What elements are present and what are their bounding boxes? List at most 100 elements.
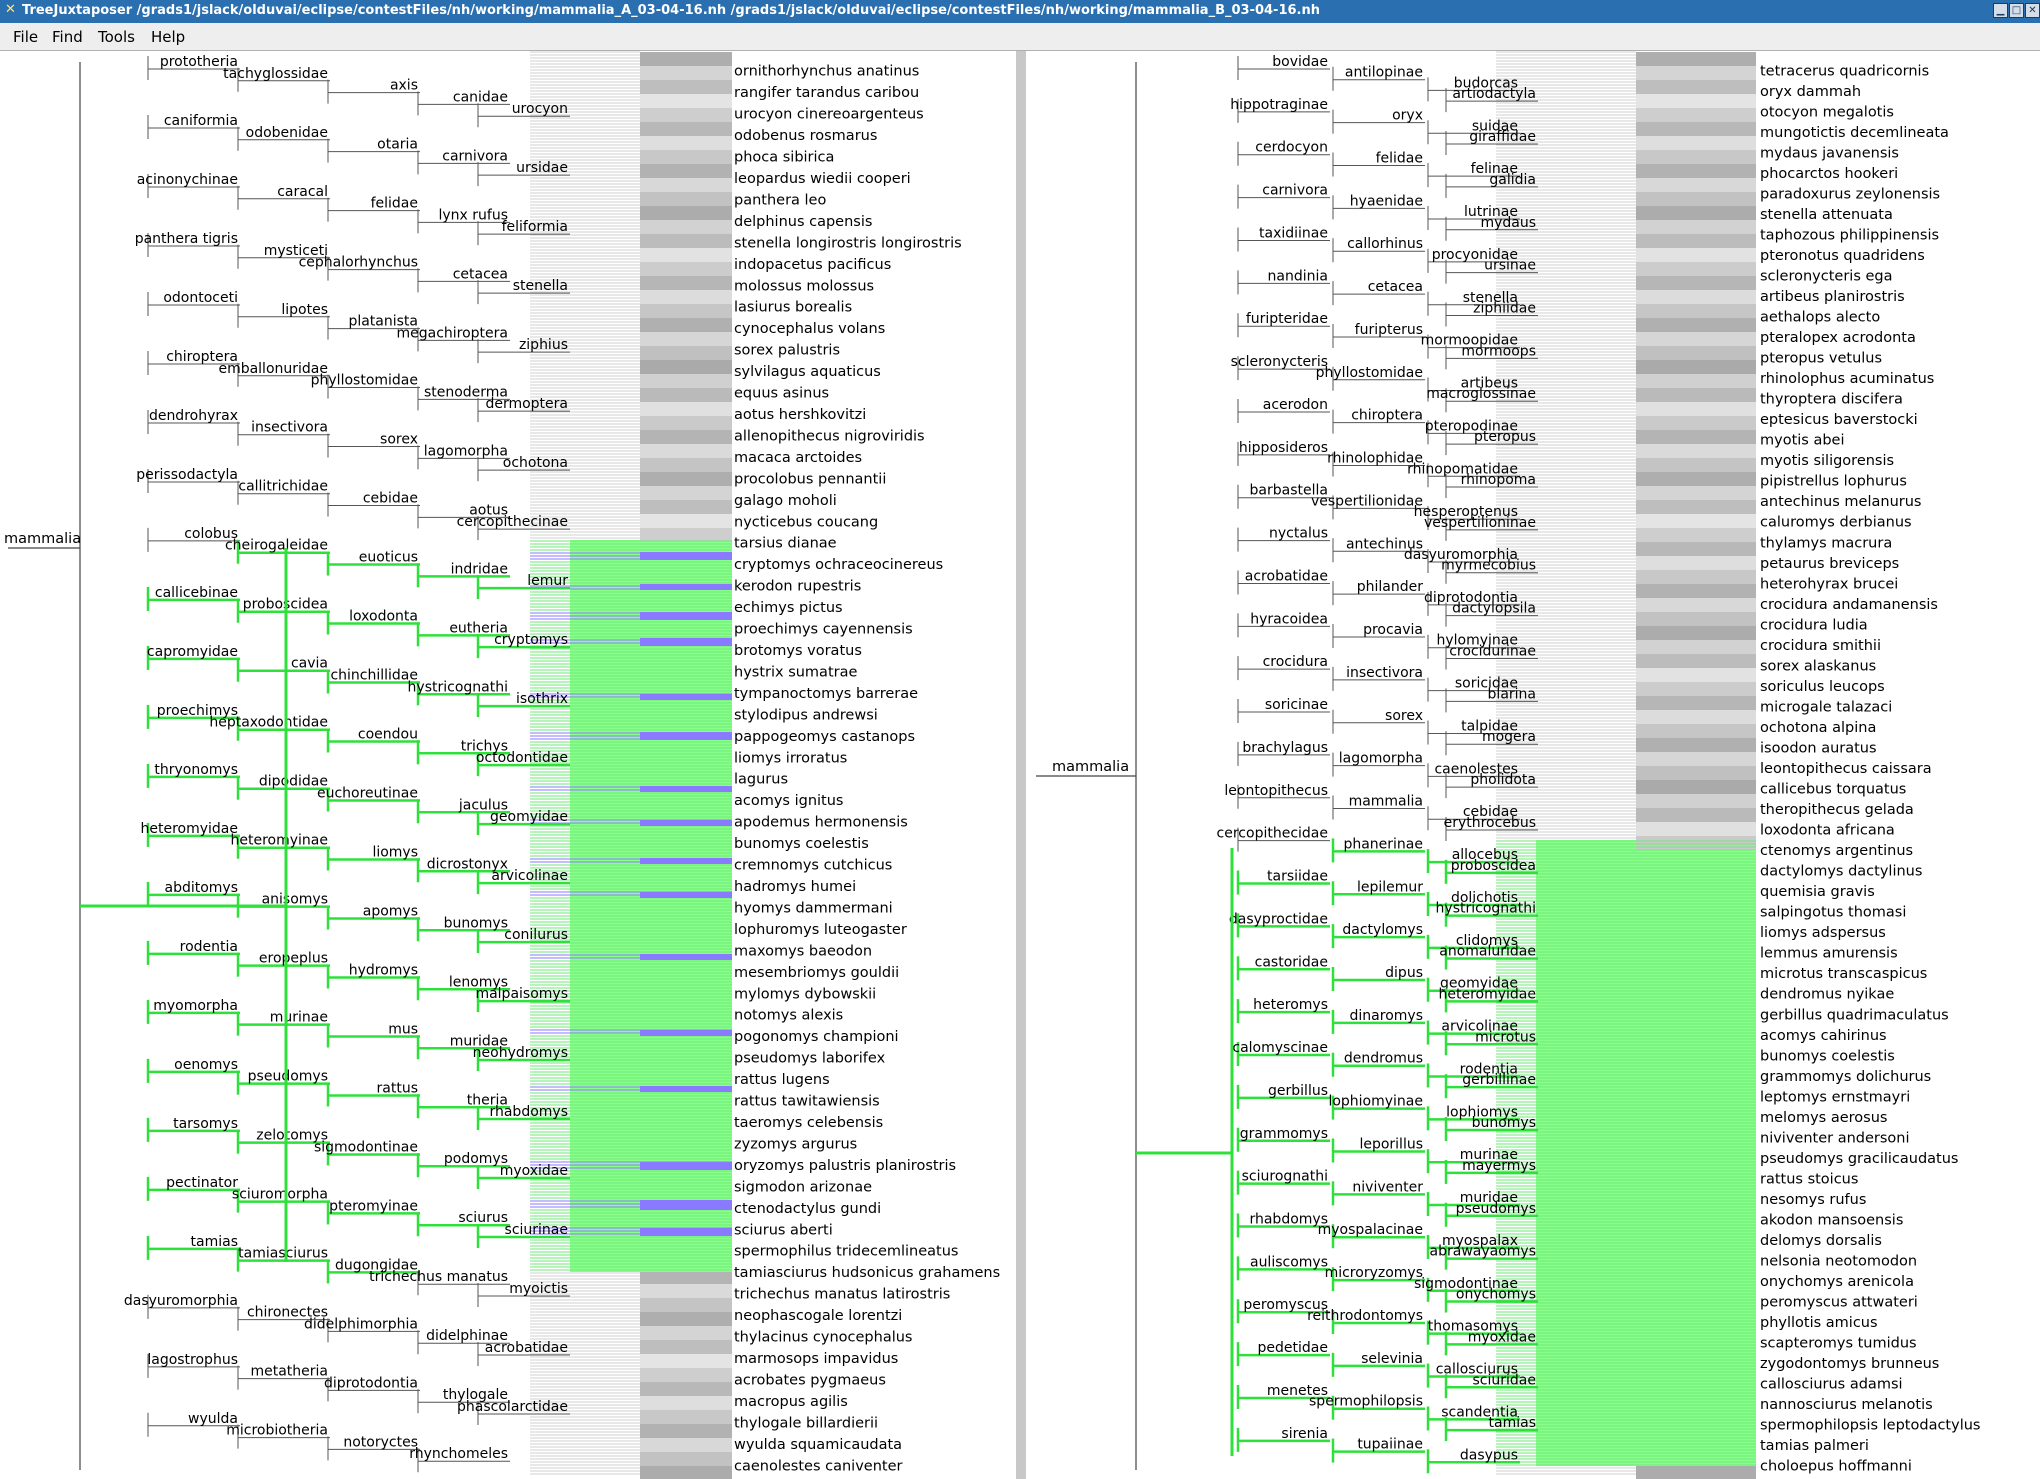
right-node-callorhinus[interactable]: callorhinus — [1347, 236, 1423, 252]
left-node-thryonomys[interactable]: thryonomys — [154, 762, 238, 778]
right-leaf-callosciurus-adamsi[interactable]: callosciurus adamsi — [1760, 1377, 1903, 1393]
right-node-nyctalus[interactable]: nyctalus — [1269, 526, 1328, 542]
right-leaf-scapteromys-tumidus[interactable]: scapteromys tumidus — [1760, 1336, 1917, 1352]
left-node-ursidae[interactable]: ursidae — [516, 160, 568, 176]
right-node-lagomorpha[interactable]: lagomorpha — [1339, 751, 1423, 767]
right-node-felidae[interactable]: felidae — [1376, 150, 1423, 166]
right-node-mayermys[interactable]: mayermys — [1462, 1158, 1536, 1174]
right-leaf-rattus-stoicus[interactable]: rattus stoicus — [1760, 1171, 1858, 1187]
right-node-callosciurus[interactable]: callosciurus — [1436, 1362, 1518, 1378]
left-leaf-sigmodon-arizonae[interactable]: sigmodon arizonae — [734, 1179, 872, 1195]
right-leaf-choloepus-hoffmanni[interactable]: choloepus hoffmanni — [1760, 1459, 1912, 1475]
left-leaf-stenella-longirostris-longirostris[interactable]: stenella longirostris longirostris — [734, 235, 962, 251]
left-leaf-zyzomys-argurus[interactable]: zyzomys argurus — [734, 1136, 857, 1152]
left-node-panthera-tigris[interactable]: panthera tigris — [135, 231, 238, 247]
left-leaf-bunomys-coelestis[interactable]: bunomys coelestis — [734, 836, 869, 852]
left-node-otaria[interactable]: otaria — [377, 137, 418, 153]
left-node-thylogale[interactable]: thylogale — [443, 1387, 508, 1403]
left-node-euchoreutinae[interactable]: euchoreutinae — [317, 785, 418, 801]
right-node-scleronycteris[interactable]: scleronycteris — [1231, 354, 1328, 370]
left-leaf-molossus-molossus[interactable]: molossus molossus — [734, 278, 874, 294]
right-leaf-peromyscus-attwateri[interactable]: peromyscus attwateri — [1760, 1295, 1918, 1311]
left-leaf-macaca-arctoides[interactable]: macaca arctoides — [734, 450, 862, 466]
left-leaf-indopacetus-pacificus[interactable]: indopacetus pacificus — [734, 257, 891, 273]
right-leaf-phocarctos-hookeri[interactable]: phocarctos hookeri — [1760, 166, 1898, 182]
right-node-abrawayaomys[interactable]: abrawayaomys — [1430, 1244, 1536, 1260]
left-node-apomys[interactable]: apomys — [363, 903, 418, 919]
left-leaf-hadromys-humei[interactable]: hadromys humei — [734, 879, 856, 895]
left-node-muridae[interactable]: muridae — [450, 1033, 508, 1049]
menu-find[interactable]: Find — [52, 28, 83, 46]
right-leaf-theropithecus-gelada[interactable]: theropithecus gelada — [1760, 802, 1914, 818]
left-node-proechimys[interactable]: proechimys — [157, 703, 238, 719]
right-node-barbastella[interactable]: barbastella — [1250, 483, 1328, 499]
left-node-canidae[interactable]: canidae — [453, 89, 508, 105]
right-node-myospalax[interactable]: myospalax — [1442, 1233, 1518, 1249]
right-leaf-pteropus-vetulus[interactable]: pteropus vetulus — [1760, 351, 1882, 367]
left-node-trichechus-manatus[interactable]: trichechus manatus — [369, 1269, 508, 1285]
left-leaf-taeromys-celebensis[interactable]: taeromys celebensis — [734, 1115, 883, 1131]
left-leaf-spermophilus-tridecemlineatus[interactable]: spermophilus tridecemlineatus — [734, 1244, 959, 1260]
right-node-hippotraginae[interactable]: hippotraginae — [1230, 97, 1328, 113]
left-leaf-phoca-sibirica[interactable]: phoca sibirica — [734, 150, 834, 166]
right-node-mogera[interactable]: mogera — [1482, 729, 1536, 745]
right-leaf-liomys-adspersus[interactable]: liomys adspersus — [1760, 925, 1886, 941]
right-leaf-spermophilopsis-leptodactylus[interactable]: spermophilopsis leptodactylus — [1760, 1418, 1980, 1434]
right-node-furipteridae[interactable]: furipteridae — [1246, 311, 1328, 327]
left-node-eutheria[interactable]: eutheria — [449, 620, 508, 636]
left-leaf-echimys-pictus[interactable]: echimys pictus — [734, 600, 843, 616]
left-node-hystricognathi[interactable]: hystricognathi — [408, 679, 508, 695]
left-node-sciurinae[interactable]: sciurinae — [505, 1222, 568, 1238]
right-node-furipterus[interactable]: furipterus — [1355, 322, 1423, 338]
left-leaf-lagurus[interactable]: lagurus — [734, 772, 788, 788]
left-node-heteromyidae[interactable]: heteromyidae — [141, 821, 239, 837]
left-leaf-lophuromys-luteogaster[interactable]: lophuromys luteogaster — [734, 922, 907, 938]
left-leaf-thylacinus-cynocephalus[interactable]: thylacinus cynocephalus — [734, 1330, 912, 1346]
right-node-rodentia[interactable]: rodentia — [1460, 1061, 1518, 1077]
right-node-rhinolophidae[interactable]: rhinolophidae — [1327, 451, 1423, 467]
left-node-tachyglossidae[interactable]: tachyglossidae — [223, 66, 328, 82]
right-node-onychomys[interactable]: onychomys — [1456, 1287, 1536, 1303]
right-leaf-oryx-dammah[interactable]: oryx dammah — [1760, 84, 1861, 100]
left-node-octodontidae[interactable]: octodontidae — [476, 750, 568, 766]
left-node-acrobatidae[interactable]: acrobatidae — [485, 1340, 568, 1356]
right-node-phyllostomidae[interactable]: phyllostomidae — [1316, 365, 1423, 381]
right-node-calomyscinae[interactable]: calomyscinae — [1232, 1040, 1328, 1056]
right-node-suidae[interactable]: suidae — [1472, 118, 1518, 134]
left-node-tarsomys[interactable]: tarsomys — [173, 1116, 238, 1132]
left-node-sorex[interactable]: sorex — [380, 432, 418, 448]
left-node-metatheria[interactable]: metatheria — [250, 1364, 328, 1380]
right-leaf-crocidura-smithii[interactable]: crocidura smithii — [1760, 638, 1881, 654]
right-leaf-myotis-siligorensis[interactable]: myotis siligorensis — [1760, 453, 1894, 469]
left-node-coendou[interactable]: coendou — [358, 727, 418, 743]
right-leaf-bunomys-coelestis[interactable]: bunomys coelestis — [1760, 1048, 1895, 1064]
right-node-lutrinae[interactable]: lutrinae — [1464, 204, 1518, 220]
left-node-felidae[interactable]: felidae — [371, 196, 418, 212]
right-leaf-nesomys-rufus[interactable]: nesomys rufus — [1760, 1192, 1866, 1208]
left-leaf-tympanoctomys-barrerae[interactable]: tympanoctomys barrerae — [734, 686, 918, 702]
left-node-cetacea[interactable]: cetacea — [453, 266, 508, 282]
right-node-crocidurinae[interactable]: crocidurinae — [1449, 643, 1536, 659]
right-node-caenolestes[interactable]: caenolestes — [1434, 761, 1518, 777]
right-node-artibeus[interactable]: artibeus — [1461, 376, 1518, 392]
right-node-pholidota[interactable]: pholidota — [1470, 772, 1536, 788]
right-node-muridae[interactable]: muridae — [1460, 1190, 1518, 1206]
right-node-cerdocyon[interactable]: cerdocyon — [1255, 140, 1328, 156]
right-node-thomasomys[interactable]: thomasomys — [1428, 1319, 1518, 1335]
left-node-colobus[interactable]: colobus — [184, 526, 238, 542]
right-node-cercopithecidae[interactable]: cercopithecidae — [1217, 826, 1328, 842]
left-node-dipodidae[interactable]: dipodidae — [259, 774, 328, 790]
right-leaf-artibeus-planirostris[interactable]: artibeus planirostris — [1760, 289, 1905, 305]
right-node-hylomyinae[interactable]: hylomyinae — [1437, 633, 1519, 649]
right-node-antilopinae[interactable]: antilopinae — [1345, 65, 1423, 81]
right-leaf-antechinus-melanurus[interactable]: antechinus melanurus — [1760, 494, 1921, 510]
left-leaf-wyulda-squamicaudata[interactable]: wyulda squamicaudata — [734, 1437, 902, 1453]
right-leaf-rhinolophus-acuminatus[interactable]: rhinolophus acuminatus — [1760, 371, 1934, 387]
left-node-conilurus[interactable]: conilurus — [504, 927, 568, 943]
left-node-podomys[interactable]: podomys — [444, 1151, 508, 1167]
right-node-clidomys[interactable]: clidomys — [1456, 933, 1518, 949]
left-node-capromyidae[interactable]: capromyidae — [147, 644, 238, 660]
right-leaf-pteralopex-acrodonta[interactable]: pteralopex acrodonta — [1760, 330, 1916, 346]
left-node-isothrix[interactable]: isothrix — [516, 691, 568, 707]
